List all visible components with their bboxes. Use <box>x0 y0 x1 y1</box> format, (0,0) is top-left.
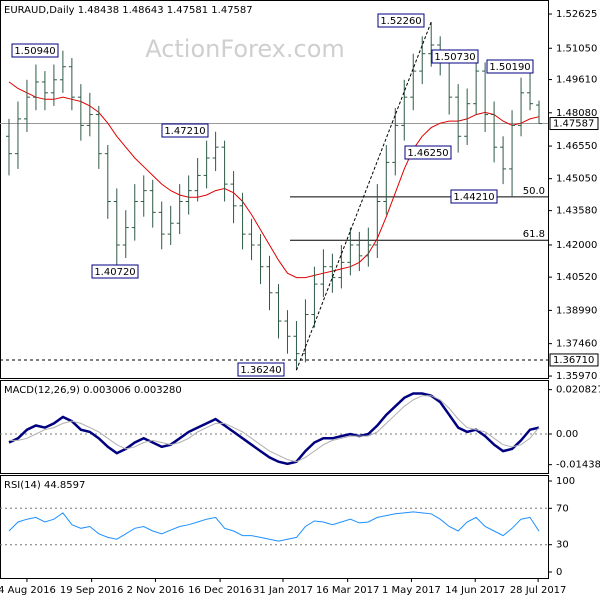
level-label: 1.36710 <box>553 355 594 366</box>
annotation: 1.52260 <box>380 16 421 27</box>
panel-title: MACD(12,26,9) 0.003006 0.003280 <box>4 385 182 396</box>
y-tick-label: 1.45050 <box>556 174 597 185</box>
panel-frame <box>0 380 549 474</box>
series-line <box>8 81 540 279</box>
panel-frame <box>0 0 549 379</box>
x-tick-label: 31 Jan 2017 <box>253 585 313 596</box>
y-tick-label: 1.48080 <box>556 108 597 119</box>
annotation-box <box>404 145 452 160</box>
annotation-box <box>377 13 425 28</box>
annotation: 1.47210 <box>164 126 205 137</box>
annotation-box <box>11 43 59 58</box>
x-tick-label: 28 Jul 2017 <box>510 585 567 596</box>
y-tick-label: 1.38990 <box>556 305 597 316</box>
annotation-box <box>91 264 139 279</box>
y-tick-label: 30 <box>556 540 569 551</box>
level-box <box>549 117 599 131</box>
level-box <box>549 353 599 367</box>
y-tick-label: -0.014386 <box>556 460 600 471</box>
annotation-box <box>161 123 209 138</box>
watermark: ActionForex.com <box>145 35 345 63</box>
y-tick-label: 1.37460 <box>556 339 597 350</box>
annotation: 1.44210 <box>453 192 494 203</box>
annotation: 1.46250 <box>407 148 448 159</box>
annotation-box <box>237 362 285 377</box>
series-line <box>9 395 540 463</box>
y-tick-label: 1.35970 <box>556 371 597 382</box>
x-tick-label: 16 Dec 2016 <box>188 585 252 596</box>
y-tick-label: 0 <box>556 567 562 578</box>
x-tick-label: 2 Nov 2016 <box>127 585 185 596</box>
annotation: 1.50940 <box>14 46 55 57</box>
y-tick-label: 0.020827 <box>556 385 600 396</box>
y-tick-label: 1.52625 <box>556 9 597 20</box>
panel-title: EURAUD,Daily 1.48438 1.48643 1.47581 1.4… <box>4 5 253 16</box>
series-line <box>8 511 540 542</box>
fib-label: 50.0 <box>523 186 545 197</box>
y-tick-label: 0.00 <box>556 429 578 440</box>
y-tick-label: 1.42000 <box>556 240 597 251</box>
annotation: 1.40720 <box>94 267 135 278</box>
x-tick-label: 1 May 2017 <box>382 585 441 596</box>
annotation: 1.50190 <box>489 62 530 73</box>
x-tick-label: 16 Mar 2017 <box>316 585 379 596</box>
annotation: 1.50730 <box>434 52 475 63</box>
panel-frame <box>0 475 549 579</box>
y-tick-label: 100 <box>556 476 575 487</box>
y-tick-label: 1.40520 <box>556 272 597 283</box>
annotation: 1.36240 <box>240 365 281 376</box>
annotation-box <box>450 189 498 204</box>
trendline <box>295 21 432 371</box>
annotation-box <box>431 49 479 64</box>
x-tick-label: 4 Aug 2016 <box>0 585 56 596</box>
y-tick-label: 1.51050 <box>556 43 597 54</box>
y-tick-label: 70 <box>556 503 569 514</box>
y-tick-label: 1.49610 <box>556 75 597 86</box>
panel-title: RSI(14) 44.8597 <box>4 480 85 491</box>
x-tick-label: 14 Jun 2017 <box>445 585 505 596</box>
series-line <box>8 392 540 466</box>
fib-label: 61.8 <box>523 229 545 240</box>
annotation-box <box>486 59 534 74</box>
x-tick-label: 19 Sep 2016 <box>60 585 123 596</box>
level-label: 1.47587 <box>553 119 594 130</box>
y-tick-label: 1.46550 <box>556 141 597 152</box>
y-tick-label: 1.43580 <box>556 206 597 217</box>
